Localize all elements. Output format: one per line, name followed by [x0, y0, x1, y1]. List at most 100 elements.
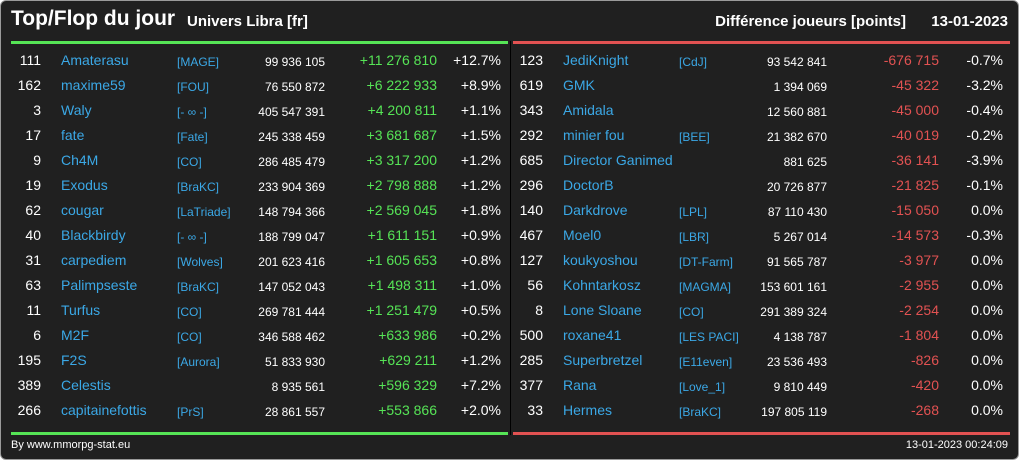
- player-name-link[interactable]: Ch4M: [61, 152, 99, 168]
- alliance-link[interactable]: [BraKC]: [679, 405, 722, 419]
- diff-cell: +629 211: [379, 352, 437, 368]
- page-title: Top/Flop du jour: [11, 7, 176, 30]
- player-name-link[interactable]: Blackbirdy: [61, 227, 126, 243]
- credit-link[interactable]: By www.mmorpg-stat.eu: [11, 439, 131, 451]
- player-name-link[interactable]: minier fou: [563, 127, 625, 143]
- alliance-link[interactable]: [PrS]: [177, 405, 204, 419]
- rank-cell: 296: [519, 177, 543, 193]
- points-cell: 12 560 881: [766, 105, 827, 119]
- alliance-link[interactable]: [Fate]: [177, 130, 208, 144]
- alliance-link[interactable]: [MAGE]: [177, 55, 220, 69]
- player-name-link[interactable]: M2F: [61, 327, 89, 343]
- player-name-link[interactable]: F2S: [61, 352, 87, 368]
- top-divider-red: [513, 41, 1010, 44]
- player-name-link[interactable]: Lone Sloane: [563, 302, 642, 318]
- rank-cell: 11: [26, 302, 41, 318]
- alliance-link[interactable]: [DT-Farm]: [679, 255, 733, 269]
- player-name-link[interactable]: Celestis: [61, 377, 111, 393]
- alliance-link[interactable]: [Love_1]: [679, 380, 726, 394]
- points-cell: 76 550 872: [264, 80, 325, 94]
- top-divider-green: [11, 41, 508, 44]
- rank-cell: 162: [17, 77, 41, 93]
- player-name-link[interactable]: maxime59: [61, 77, 126, 93]
- alliance-link[interactable]: [BraKC]: [177, 180, 220, 194]
- alliance-link[interactable]: [- ∞ -]: [177, 105, 207, 119]
- player-name-link[interactable]: JediKnight: [563, 52, 629, 68]
- player-name-link[interactable]: Rana: [563, 377, 597, 393]
- alliance-link[interactable]: [- ∞ -]: [177, 230, 207, 244]
- points-cell: 147 052 043: [258, 280, 325, 294]
- rank-cell: 266: [17, 402, 41, 418]
- percent-cell: -0.4%: [966, 102, 1003, 118]
- player-name-link[interactable]: fate: [61, 127, 85, 143]
- rank-cell: 31: [25, 252, 41, 268]
- points-cell: 346 588 462: [258, 330, 325, 344]
- diff-cell: +6 222 933: [366, 77, 437, 93]
- player-name-link[interactable]: Exodus: [61, 177, 108, 193]
- percent-cell: -0.7%: [966, 52, 1003, 68]
- diff-cell: -268: [910, 402, 939, 418]
- header-date: 13-01-2023: [931, 13, 1008, 30]
- points-cell: 245 338 459: [258, 130, 325, 144]
- player-name-link[interactable]: Superbretzel: [563, 352, 643, 368]
- rank-cell: 285: [519, 352, 543, 368]
- player-name-link[interactable]: carpediem: [61, 252, 127, 268]
- universe-label: Univers Libra [fr]: [187, 13, 308, 30]
- player-name-link[interactable]: GMK: [563, 77, 595, 93]
- points-cell: 91 565 787: [766, 255, 827, 269]
- rank-cell: 123: [519, 52, 543, 68]
- table-row: 40 Blackbirdy [- ∞ -] 188 799 047 +1 611 151…: [11, 223, 508, 248]
- player-name-link[interactable]: koukyoshou: [563, 252, 638, 268]
- percent-cell: +1.2%: [460, 152, 501, 168]
- alliance-link[interactable]: [CO]: [679, 305, 704, 319]
- alliance-link[interactable]: [BraKC]: [177, 280, 220, 294]
- player-name-link[interactable]: Waly: [61, 102, 92, 118]
- alliance-link[interactable]: [LES PACI]: [679, 330, 739, 344]
- alliance-link[interactable]: [BEE]: [679, 130, 710, 144]
- player-name-link[interactable]: Turfus: [61, 302, 101, 318]
- table-row: 377 Rana [Love_1] 9 810 449 -420 0.0%: [513, 373, 1010, 398]
- alliance-link[interactable]: [Wolves]: [177, 255, 223, 269]
- table-row: 292 minier fou [BEE] 21 382 670 -40 019 -0.2%: [513, 123, 1010, 148]
- alliance-link[interactable]: [CO]: [177, 155, 202, 169]
- alliance-link[interactable]: [MAGMA]: [679, 280, 732, 294]
- points-cell: 28 861 557: [264, 405, 325, 419]
- percent-cell: -3.9%: [966, 152, 1003, 168]
- percent-cell: 0.0%: [971, 352, 1003, 368]
- alliance-link[interactable]: [LPL]: [679, 205, 708, 219]
- percent-cell: +7.2%: [460, 377, 501, 393]
- player-name-link[interactable]: Hermes: [563, 402, 613, 418]
- alliance-link[interactable]: [CO]: [177, 305, 202, 319]
- diff-cell: +11 276 810: [359, 52, 437, 68]
- table-row: 500 roxane41 [LES PACI] 4 138 787 -1 804 0.0%: [513, 323, 1010, 348]
- alliance-link[interactable]: [CO]: [177, 330, 202, 344]
- player-name-link[interactable]: cougar: [61, 202, 104, 218]
- table-row: 619 GMK 1 394 069 -45 322 -3.2%: [513, 73, 1010, 98]
- player-name-link[interactable]: Director Ganimed: [563, 152, 673, 168]
- player-name-link[interactable]: capitainefottis: [61, 402, 147, 418]
- player-name-link[interactable]: roxane41: [563, 327, 622, 343]
- player-name-link[interactable]: Darkdrove: [563, 202, 628, 218]
- points-cell: 4 138 787: [773, 330, 827, 344]
- rank-cell: 127: [519, 252, 543, 268]
- alliance-link[interactable]: [LaTriade]: [177, 205, 231, 219]
- alliance-link[interactable]: [LBR]: [679, 230, 710, 244]
- rank-cell: 389: [17, 377, 41, 393]
- alliance-link[interactable]: [FOU]: [177, 80, 209, 94]
- player-name-link[interactable]: Amaterasu: [61, 52, 129, 68]
- alliance-link[interactable]: [CdJ]: [679, 55, 708, 69]
- table-row: 296 DoctorB 20 726 877 -21 825 -0.1%: [513, 173, 1010, 198]
- points-cell: 93 542 841: [766, 55, 827, 69]
- percent-cell: +12.7%: [453, 52, 501, 68]
- player-name-link[interactable]: Moel0: [563, 227, 602, 243]
- player-name-link[interactable]: Amidala: [563, 102, 614, 118]
- alliance-link[interactable]: [Aurora]: [177, 355, 220, 369]
- table-row: 56 Kohntarkosz [MAGMA] 153 601 161 -2 955 0.0…: [513, 273, 1010, 298]
- percent-cell: +1.2%: [460, 177, 501, 193]
- player-name-link[interactable]: Kohntarkosz: [563, 277, 641, 293]
- footer-timestamp: 13-01-2023 00:24:09: [905, 439, 1008, 451]
- alliance-link[interactable]: [E11even]: [679, 355, 733, 369]
- diff-cell: +2 569 045: [366, 202, 437, 218]
- player-name-link[interactable]: Palimpseste: [61, 277, 138, 293]
- player-name-link[interactable]: DoctorB: [563, 177, 614, 193]
